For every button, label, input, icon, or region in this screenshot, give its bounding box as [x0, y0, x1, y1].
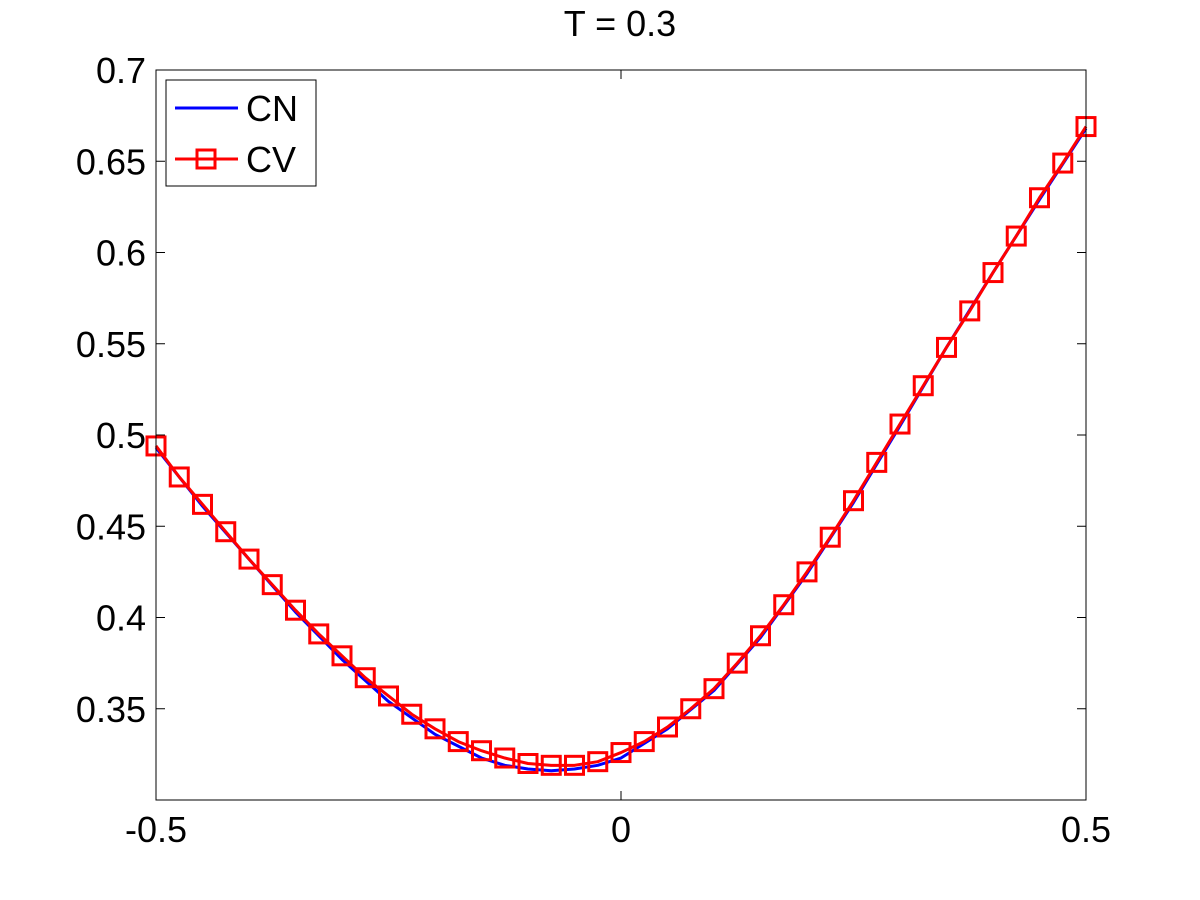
y-tick-label: 0.65: [76, 141, 146, 182]
series-marker-cv: [564, 754, 585, 776]
series-marker-cv: [378, 685, 399, 707]
series-marker-cv: [308, 623, 330, 645]
series-marker-cv: [750, 625, 771, 647]
plot-area: [156, 70, 1086, 800]
series-marker-cv: [796, 561, 818, 583]
series-marker-cv: [354, 667, 376, 689]
series-marker-cv: [517, 753, 539, 774]
legend-label-cv: CV: [246, 139, 296, 180]
legend-box: [165, 79, 317, 187]
y-tick-label: 0.6: [96, 233, 146, 274]
y-tick-label: 0.45: [76, 506, 146, 547]
series-marker-cv: [540, 754, 562, 776]
series-marker-cv: [889, 413, 911, 435]
series-marker-cv: [494, 747, 516, 769]
series-marker-cv: [424, 718, 446, 740]
series-layer: [145, 116, 1097, 776]
y-tick-label: 0.35: [76, 689, 146, 730]
axis-layer: -0.5 0 0.5 0.35 0.4 0.45 0.5 0.55 0.6 0.65 0.7: [76, 50, 1111, 850]
series-marker-cv: [447, 731, 469, 753]
series-marker-cv: [912, 375, 934, 397]
series-marker-cv: [610, 742, 632, 764]
series-marker-cv: [633, 731, 655, 753]
series-marker-cv: [285, 599, 306, 621]
series-marker-cv: [1005, 225, 1027, 247]
series-marker-cv: [703, 678, 725, 700]
series-marker-cv: [773, 594, 795, 616]
series-marker-cv: [843, 490, 864, 512]
series-marker-cv: [982, 262, 1004, 284]
series-marker-cv: [959, 300, 981, 322]
series-marker-cv: [215, 521, 237, 543]
series-marker-cv: [726, 652, 748, 674]
series-marker-cv: [238, 548, 260, 570]
series-marker-cv: [401, 703, 423, 725]
series-marker-cv: [1029, 187, 1050, 209]
series-marker-cv: [866, 451, 888, 473]
legend-label-cn: CN: [246, 88, 298, 129]
chart-title: T = 0.3: [564, 3, 676, 44]
series-marker-cv: [587, 751, 609, 773]
x-tick-label: -0.5: [125, 809, 187, 850]
series-marker-cv: [471, 740, 492, 762]
x-tick-label: 0: [611, 809, 631, 850]
y-tick-label: 0.5: [96, 415, 146, 456]
series-marker-cv: [331, 645, 353, 667]
x-tick-label: 0.5: [1061, 809, 1111, 850]
series-marker-cv: [192, 493, 213, 515]
y-tick-label: 0.55: [76, 324, 146, 365]
series-marker-cv: [936, 336, 957, 358]
series-marker-cv: [1052, 152, 1074, 174]
y-tick-label: 0.4: [96, 598, 146, 639]
series-marker-cv: [657, 716, 678, 738]
series-marker-cv: [168, 466, 190, 488]
series-marker-cv: [680, 698, 702, 720]
legend: CN CV: [165, 79, 317, 187]
y-tick-label: 0.7: [96, 50, 146, 91]
legend-marker-cv: [195, 148, 217, 170]
series-marker-cv: [819, 526, 841, 548]
series-marker-cv: [261, 574, 283, 596]
